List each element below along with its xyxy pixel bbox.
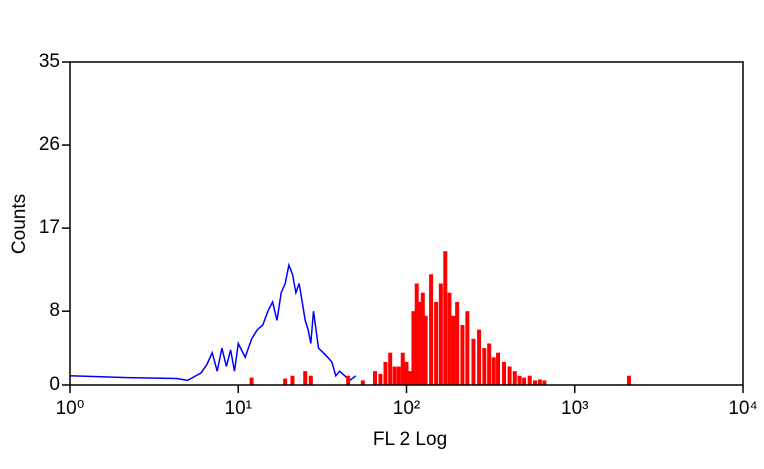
histogram-bar bbox=[482, 348, 487, 385]
x-axis-label: FL 2 Log bbox=[373, 429, 447, 450]
histogram-bar bbox=[396, 366, 401, 385]
y-tick-label: 26 bbox=[39, 134, 60, 155]
histogram-bar bbox=[417, 301, 422, 385]
histogram-bar bbox=[423, 315, 428, 385]
histogram-bar bbox=[400, 352, 405, 385]
histogram-bar bbox=[460, 325, 465, 385]
histogram-bar bbox=[542, 380, 547, 385]
histogram-bar bbox=[404, 361, 409, 385]
histogram-bar bbox=[465, 311, 470, 385]
histogram-bar bbox=[522, 377, 527, 385]
histogram-bar bbox=[438, 283, 443, 385]
histogram-bar bbox=[517, 375, 522, 385]
y-axis-label: Counts bbox=[9, 194, 30, 254]
histogram-bar bbox=[388, 352, 393, 385]
histogram-bar bbox=[303, 371, 308, 385]
histogram-bar bbox=[455, 301, 460, 385]
histogram-bar bbox=[532, 380, 537, 385]
histogram-bar bbox=[346, 375, 351, 385]
histogram-bar bbox=[392, 366, 397, 385]
histogram-bar bbox=[408, 371, 413, 385]
histogram-bar bbox=[308, 375, 313, 385]
histogram-line bbox=[69, 262, 357, 382]
y-tick-label: 35 bbox=[39, 51, 60, 72]
histogram-bar bbox=[626, 375, 631, 385]
histogram-bar bbox=[471, 338, 476, 385]
y-tick-label: 17 bbox=[39, 217, 60, 238]
histogram-bar bbox=[496, 352, 501, 385]
histogram-bar bbox=[447, 292, 452, 385]
histogram-bar bbox=[451, 315, 456, 385]
histogram-bar bbox=[373, 371, 378, 385]
x-tick-label: 10⁰ bbox=[56, 398, 85, 419]
x-tick-label: 10³ bbox=[561, 398, 588, 419]
histogram-bar bbox=[512, 371, 517, 385]
x-tick-label: 10¹ bbox=[225, 398, 252, 419]
histogram-bar bbox=[443, 251, 448, 385]
histogram-bar bbox=[249, 377, 254, 385]
y-tick-label: 8 bbox=[49, 300, 60, 321]
x-tick-label: 10² bbox=[393, 398, 420, 419]
plot-frame bbox=[69, 61, 744, 386]
histogram-bar bbox=[507, 366, 512, 385]
histogram-bar bbox=[360, 380, 365, 385]
y-tick-label: 0 bbox=[49, 374, 60, 395]
histogram-bar bbox=[502, 361, 507, 385]
histogram-bar bbox=[383, 361, 388, 385]
histogram-bar bbox=[411, 311, 416, 385]
histogram-bar bbox=[414, 283, 419, 385]
histogram-bar bbox=[290, 375, 295, 385]
histogram-bar bbox=[527, 375, 532, 385]
x-tick-label: 10⁴ bbox=[728, 398, 757, 419]
histogram-bar bbox=[420, 292, 425, 385]
histogram-bar bbox=[487, 343, 492, 385]
histogram-bar bbox=[429, 274, 434, 385]
histogram-bar bbox=[434, 301, 439, 385]
histogram-bar bbox=[378, 373, 383, 385]
histogram-bar bbox=[283, 378, 288, 385]
histogram-bar bbox=[491, 357, 496, 385]
histogram-bar bbox=[537, 379, 542, 385]
histogram-bar bbox=[477, 329, 482, 385]
